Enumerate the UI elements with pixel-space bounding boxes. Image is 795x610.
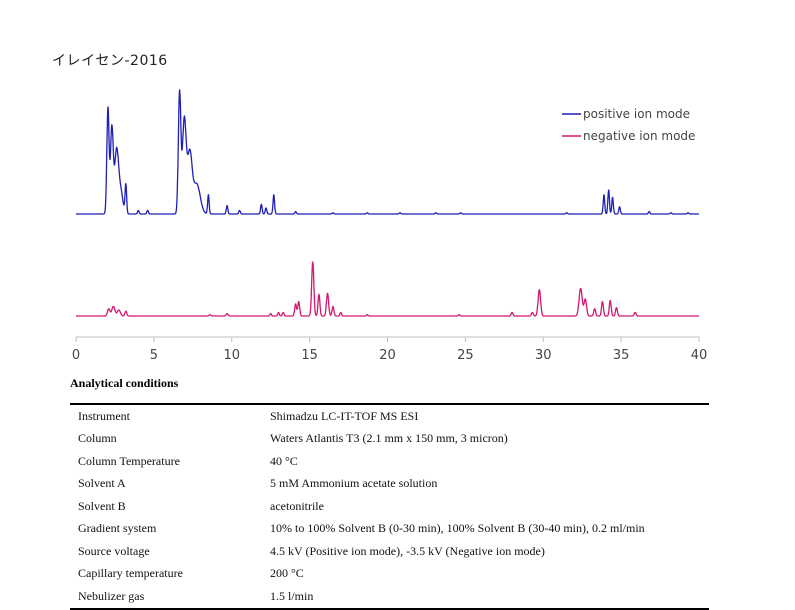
x-tick-label: 35 [613,348,630,363]
condition-value: 1.5 l/min [270,588,314,603]
conditions-row: Column Temperature 40 °C [70,450,709,473]
condition-value: 5 mM Ammonium acetate solution [270,476,438,491]
condition-value: Shimadzu LC-IT-TOF MS ESI [270,408,419,423]
condition-value: 10% to 100% Solvent B (0-30 min), 100% S… [270,521,645,536]
x-tick-label: 25 [457,348,474,363]
condition-label: Instrument [78,408,130,423]
conditions-row: Gradient system 10% to 100% Solvent B (0-… [70,518,709,541]
legend-label: positive ion mode [583,107,690,121]
legend-label: negative ion mode [583,129,695,143]
condition-value: 200 °C [270,566,304,581]
condition-label: Capillary temperature [78,566,183,581]
chart-title: イレイセン-2016 [52,53,168,69]
x-tick-label: 0 [72,348,80,363]
conditions-row: Nebulizer gas 1.5 l/min [70,585,709,609]
condition-label: Gradient system [78,521,157,536]
conditions-row: Capillary temperature 200 °C [70,563,709,586]
positive-ion-trace [75,89,700,215]
x-tick-label: 5 [150,348,158,363]
x-tick-label: 10 [223,348,240,363]
conditions-row: Instrument Shimadzu LC-IT-TOF MS ESI [70,404,709,428]
chromatogram-chart: 0 5 10 15 20 25 30 35 40 positive ion mode negati… [72,89,708,363]
conditions-table: Instrument Shimadzu LC-IT-TOF MS ESI Colum… [70,403,709,610]
conditions-row: Solvent A 5 mM Ammonium acetate solution [70,473,709,496]
condition-value: 40 °C [270,453,298,468]
condition-label: Solvent B [78,498,126,513]
negative-ion-trace [75,261,700,317]
condition-label: Nebulizer gas [78,588,145,603]
analytical-conditions-title: Analytical conditions [70,376,179,390]
condition-label: Column Temperature [78,453,180,468]
condition-value: 4.5 kV (Positive ion mode), -3.5 kV (Neg… [270,543,545,558]
condition-value: Waters Atlantis T3 (2.1 mm x 150 mm, 3 m… [270,431,508,446]
condition-label: Solvent A [78,476,126,491]
condition-label: Source voltage [78,543,150,558]
x-tick-label: 15 [301,348,318,363]
conditions-row: Source voltage 4.5 kV (Positive ion mode)… [70,540,709,563]
x-tick-label: 40 [691,348,708,363]
condition-label: Column [78,431,117,446]
x-tick-label: 30 [535,348,552,363]
condition-value: acetonitrile [270,498,324,513]
conditions-row: Column Waters Atlantis T3 (2.1 mm x 150 m… [70,428,709,451]
x-tick-label: 20 [379,348,396,363]
conditions-row: Solvent B acetonitrile [70,495,709,518]
